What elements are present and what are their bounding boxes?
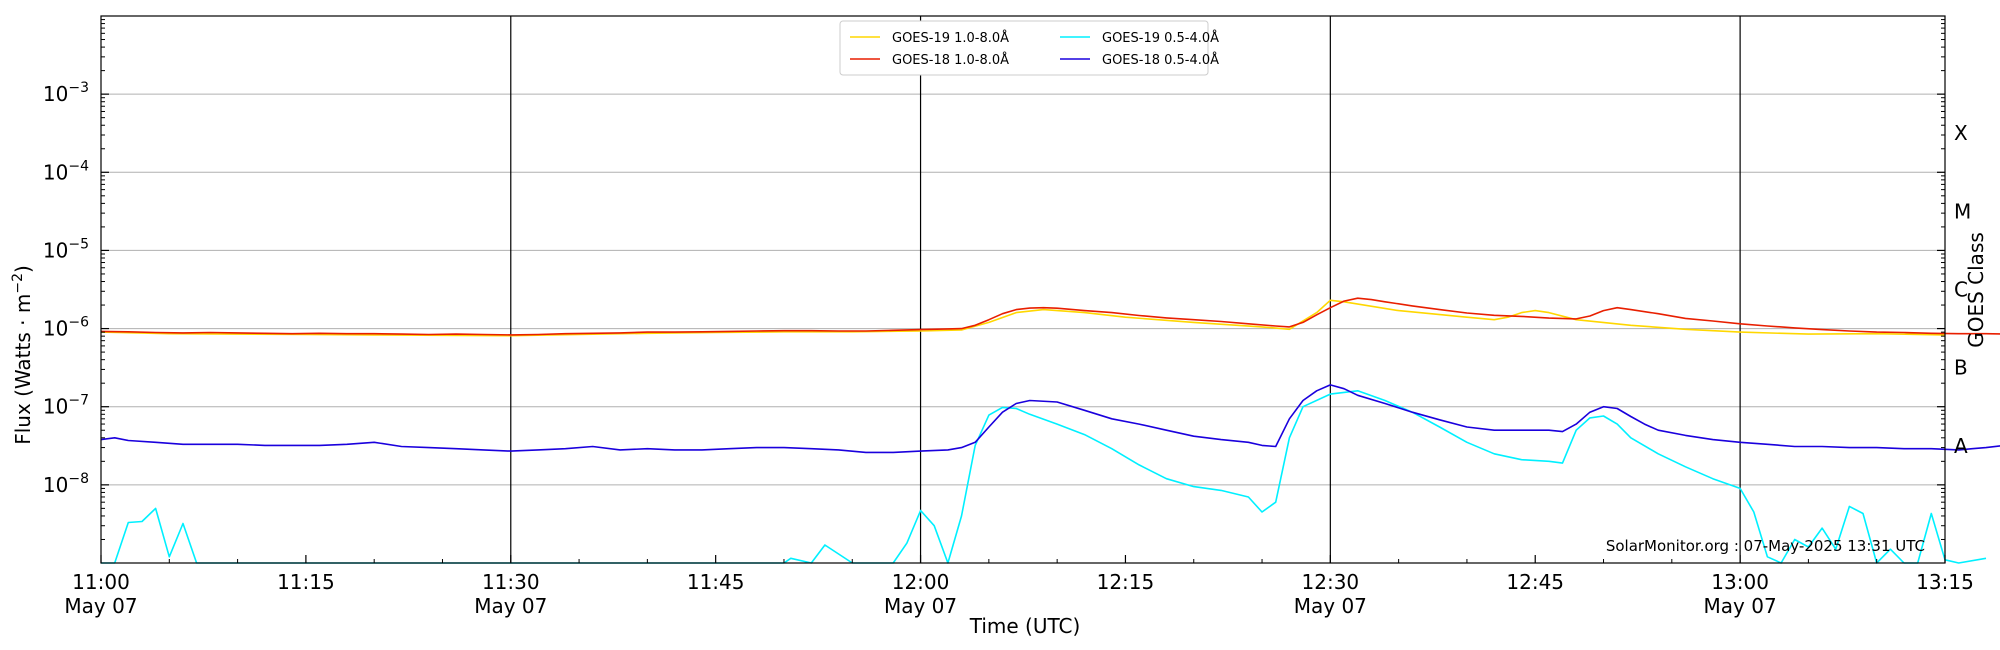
x-tick-label-3: 11:45: [687, 570, 745, 594]
x-tick-label-6: 12:30: [1302, 570, 1360, 594]
x-tick-label-0: 11:00: [72, 570, 130, 594]
y-axis-title-suffix: ): [11, 265, 35, 273]
legend: GOES-19 1.0-8.0Å GOES-18 1.0-8.0Å GOES-19 …: [839, 20, 1219, 76]
y-tick-label-1: 10−7: [43, 393, 89, 419]
x-tick-sublabel-6: May 07: [1294, 594, 1367, 618]
goes-class-B: B: [1954, 356, 1968, 380]
x-tick-sublabel-2: May 07: [474, 594, 547, 618]
x-tick-sublabel-4: May 07: [884, 594, 957, 618]
series-line-0: [100, 299, 1946, 337]
goes-class-labels: A B C M X: [1954, 121, 1971, 458]
x-tick-label-8: 13:00: [1711, 570, 1769, 594]
y-tick-label-2: 10−6: [43, 315, 89, 341]
plot-frame: [100, 15, 1946, 564]
x-tick-label-2: 11:30: [482, 570, 540, 594]
right-y-axis-title: GOES Class: [1964, 232, 1988, 348]
x-tick-label-7: 12:45: [1506, 570, 1564, 594]
legend-label-3: GOES-18 0.5-4.0Å: [1102, 52, 1219, 68]
y-axis-title-prefix: Flux (Watts · m: [11, 294, 35, 445]
x-tick-label-1: 11:15: [277, 570, 335, 594]
grid-layer: [101, 93, 1945, 486]
goes-class-M: M: [1954, 199, 1971, 223]
x-tick-sublabel-0: May 07: [64, 594, 137, 618]
y-tick-label-0: 10−8: [43, 471, 89, 497]
x-tick-label-5: 12:15: [1097, 570, 1155, 594]
x-tick-label-9: 13:15: [1916, 570, 1974, 594]
legend-label-0: GOES-19 1.0-8.0Å: [892, 30, 1009, 46]
y-axis-title-exponent: −2: [10, 273, 26, 294]
goes-class-C: C: [1954, 278, 1968, 302]
x-tick-label-4: 12:00: [892, 570, 950, 594]
legend-items: GOES-19 1.0-8.0Å GOES-18 1.0-8.0Å GOES-19 …: [850, 30, 1219, 68]
series-line-2: [101, 389, 1987, 564]
series-line-1: [100, 297, 2000, 336]
y-tick-label-3: 10−5: [43, 236, 89, 262]
goes-class-X: X: [1954, 121, 1968, 145]
series-line-3: [100, 384, 2000, 454]
series-layer: [100, 297, 2000, 564]
x-axis-title: Time (UTC): [969, 614, 1081, 638]
legend-label-2: GOES-19 0.5-4.0Å: [1102, 30, 1219, 46]
legend-label-1: GOES-18 1.0-8.0Å: [892, 52, 1009, 68]
goes-class-A: A: [1954, 434, 1968, 458]
legend-box: [839, 20, 1209, 76]
y-axis-title: Flux (Watts · m−2): [10, 265, 35, 445]
x-tick-sublabel-8: May 07: [1704, 594, 1777, 618]
vertical-lines-layer: [510, 16, 1741, 563]
credit-text: SolarMonitor.org : 07-May-2025 13:31 UTC: [1606, 537, 1925, 555]
y-tick-label-4: 10−4: [43, 158, 89, 184]
y-tick-label-5: 10−3: [43, 80, 89, 106]
